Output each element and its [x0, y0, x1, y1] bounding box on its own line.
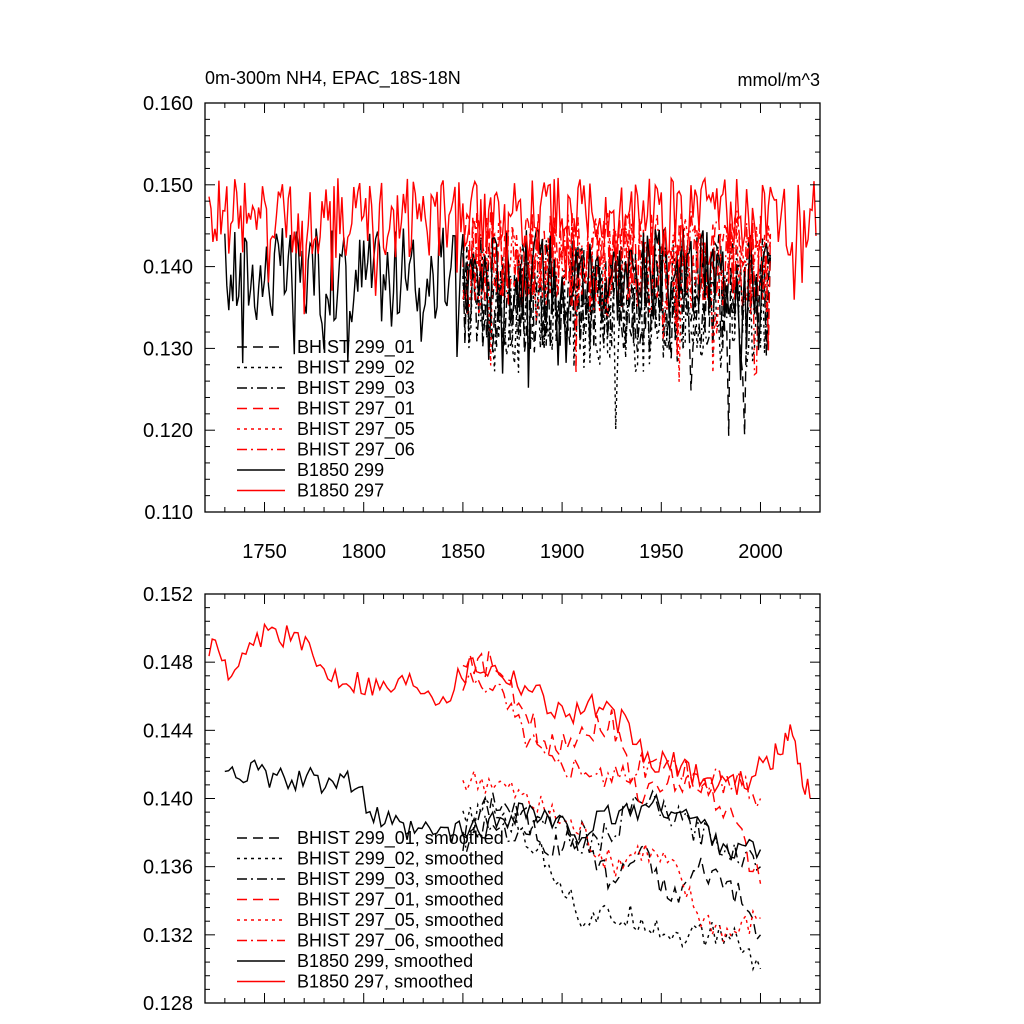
- y-tick-label: 0.148: [143, 652, 193, 674]
- series-line-0-7: [208, 176, 817, 315]
- x-tick-label: 1800: [341, 541, 386, 563]
- series-line-1-6: [224, 759, 762, 860]
- legend-label: BHIST 299_03: [297, 378, 415, 399]
- y-tick-label: 0.140: [143, 789, 193, 811]
- legend-label: BHIST 297_05, smoothed: [297, 910, 504, 931]
- y-tick-label: 0.132: [143, 925, 193, 947]
- y-tick-label: 0.128: [143, 993, 193, 1015]
- top-panel-title: 0m-300m NH4, EPAC_18S-18N: [205, 68, 461, 89]
- legend-label: B1850 299, smoothed: [297, 951, 473, 971]
- y-tick-label: 0.110: [144, 502, 193, 524]
- y-tick-label: 0.120: [143, 420, 193, 442]
- legend-label: B1850 297, smoothed: [297, 972, 473, 992]
- legend-label: BHIST 297_06: [297, 440, 415, 461]
- legend-label: BHIST 299_02: [297, 358, 415, 379]
- bottom-panel: 0.128 0.132 0.136 0.140 0.144 0.148 0.152 BHIST…: [143, 584, 821, 1015]
- y-tick-label: 0.130: [143, 338, 193, 360]
- legend-label: B1850 299: [297, 460, 384, 480]
- x-tick-label: 1750: [242, 541, 287, 563]
- y-tick-label: 0.144: [143, 720, 193, 742]
- legend-label: BHIST 297_01, smoothed: [297, 890, 504, 911]
- top-panel: 0m-300m NH4, EPAC_18S-18N mmol/m^3 0.110…: [143, 68, 821, 563]
- series-line-0-4: [462, 217, 772, 382]
- series-line-1-5: [462, 670, 762, 809]
- x-tick-label: 2000: [738, 541, 783, 563]
- legend-label: BHIST 299_02, smoothed: [297, 849, 504, 870]
- y-tick-label: 0.152: [143, 584, 193, 606]
- top-panel-units: mmol/m^3: [738, 70, 820, 90]
- legend-label: BHIST 297_06, smoothed: [297, 931, 504, 952]
- plot-frame-0: [204, 102, 821, 513]
- x-tick-label: 1900: [540, 541, 585, 563]
- y-tick-label: 0.160: [143, 93, 193, 115]
- legend-label: BHIST 297_05: [297, 419, 415, 440]
- series-line-1-1: [462, 797, 762, 972]
- x-tick-label: 1950: [639, 541, 684, 563]
- x-tick-label: 1850: [441, 541, 486, 563]
- series-line-1-7: [208, 622, 811, 799]
- series-line-1-3: [462, 650, 762, 884]
- y-tick-label: 0.136: [143, 857, 193, 879]
- legend-label: B1850 297: [297, 481, 384, 501]
- legend-label: BHIST 299_01: [297, 337, 415, 358]
- series-line-0-2: [462, 234, 772, 361]
- series-line-1-4: [462, 768, 761, 942]
- legend-label: BHIST 299_01, smoothed: [297, 828, 504, 849]
- series-line-0-1: [462, 244, 772, 430]
- legend-label: BHIST 299_03, smoothed: [297, 869, 504, 890]
- series-line-1-0: [462, 792, 762, 942]
- series-line-1-2: [462, 789, 761, 872]
- y-tick-label: 0.150: [143, 175, 193, 197]
- y-tick-label: 0.140: [143, 257, 193, 279]
- legend-label: BHIST 297_01: [297, 399, 415, 420]
